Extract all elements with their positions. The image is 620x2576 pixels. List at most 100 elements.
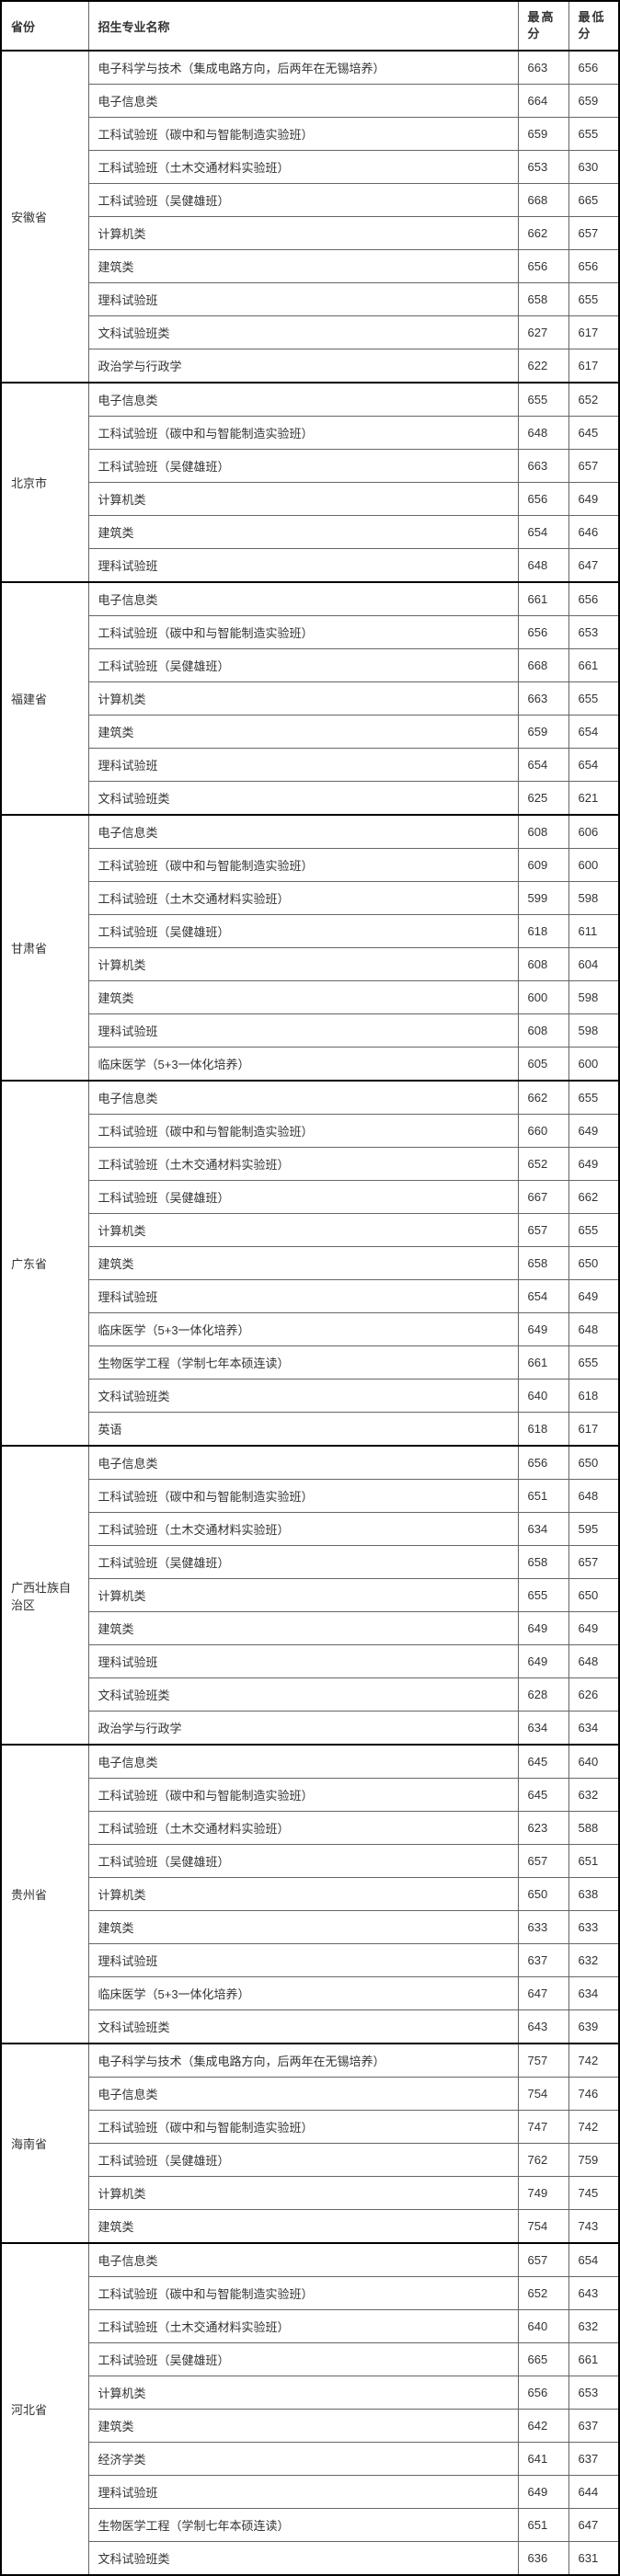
major-cell: 建筑类	[88, 1612, 518, 1645]
table-row: 建筑类642637	[1, 2410, 619, 2443]
major-cell: 计算机类	[88, 2376, 518, 2410]
min-score-cell: 654	[568, 716, 619, 749]
table-row: 工科试验班（土木交通材料实验班）623588	[1, 1812, 619, 1845]
table-row: 建筑类656656	[1, 250, 619, 283]
max-score-cell: 627	[518, 316, 568, 349]
province-group: 贵州省电子信息类645640工科试验班（碳中和与智能制造实验班）645632工科…	[1, 1745, 619, 2044]
max-score-cell: 654	[518, 749, 568, 782]
table-row: 河北省电子信息类657654	[1, 2243, 619, 2277]
table-row: 工科试验班（土木交通材料实验班）599598	[1, 882, 619, 915]
max-score-cell: 649	[518, 1645, 568, 1678]
min-score-cell: 606	[568, 815, 619, 849]
major-cell: 工科试验班（吴健雄班）	[88, 649, 518, 682]
max-score-cell: 655	[518, 383, 568, 417]
header-province: 省份	[1, 1, 88, 51]
max-score-cell: 659	[518, 716, 568, 749]
max-score-cell: 640	[518, 2310, 568, 2343]
major-cell: 工科试验班（吴健雄班）	[88, 2144, 518, 2177]
major-cell: 理科试验班	[88, 2476, 518, 2509]
province-cell: 河北省	[1, 2243, 88, 2575]
province-group: 广东省电子信息类662655工科试验班（碳中和与智能制造实验班）660649工科…	[1, 1081, 619, 1446]
table-row: 文科试验班类625621	[1, 782, 619, 816]
table-row: 海南省电子科学与技术（集成电路方向，后两年在无锡培养）757742	[1, 2044, 619, 2078]
min-score-cell: 644	[568, 2476, 619, 2509]
header-major: 招生专业名称	[88, 1, 518, 51]
major-cell: 文科试验班类	[88, 2010, 518, 2044]
min-score-cell: 618	[568, 1380, 619, 1413]
min-score-cell: 634	[568, 1977, 619, 2010]
major-cell: 工科试验班（碳中和与智能制造实验班）	[88, 616, 518, 649]
max-score-cell: 656	[518, 250, 568, 283]
min-score-cell: 647	[568, 2509, 619, 2542]
major-cell: 临床医学（5+3一体化培养）	[88, 1048, 518, 1082]
min-score-cell: 648	[568, 1313, 619, 1346]
table-row: 计算机类749745	[1, 2177, 619, 2210]
min-score-cell: 639	[568, 2010, 619, 2044]
table-row: 福建省电子信息类661656	[1, 582, 619, 616]
max-score-cell: 609	[518, 849, 568, 882]
min-score-cell: 654	[568, 2243, 619, 2277]
min-score-cell: 637	[568, 2443, 619, 2476]
table-row: 建筑类754743	[1, 2210, 619, 2244]
min-score-cell: 617	[568, 1413, 619, 1447]
table-row: 工科试验班（碳中和与智能制造实验班）659655	[1, 118, 619, 151]
max-score-cell: 664	[518, 85, 568, 118]
major-cell: 工科试验班（吴健雄班）	[88, 450, 518, 483]
major-cell: 工科试验班（碳中和与智能制造实验班）	[88, 2277, 518, 2310]
max-score-cell: 660	[518, 1115, 568, 1148]
max-score-cell: 634	[518, 1712, 568, 1746]
table-row: 建筑类600598	[1, 981, 619, 1014]
major-cell: 建筑类	[88, 516, 518, 549]
table-row: 建筑类658650	[1, 1247, 619, 1280]
table-row: 临床医学（5+3一体化培养）605600	[1, 1048, 619, 1082]
major-cell: 计算机类	[88, 682, 518, 716]
major-cell: 工科试验班（吴健雄班）	[88, 1845, 518, 1878]
max-score-cell: 656	[518, 1446, 568, 1480]
table-row: 广西壮族自治区电子信息类656650	[1, 1446, 619, 1480]
max-score-cell: 754	[518, 2078, 568, 2111]
table-row: 工科试验班（土木交通材料实验班）652649	[1, 1148, 619, 1181]
min-score-cell: 656	[568, 250, 619, 283]
max-score-cell: 605	[518, 1048, 568, 1082]
min-score-cell: 645	[568, 417, 619, 450]
max-score-cell: 622	[518, 349, 568, 384]
major-cell: 工科试验班（碳中和与智能制造实验班）	[88, 2111, 518, 2144]
min-score-cell: 661	[568, 2343, 619, 2376]
min-score-cell: 631	[568, 2542, 619, 2576]
major-cell: 电子信息类	[88, 1446, 518, 1480]
table-row: 工科试验班（吴健雄班）663657	[1, 450, 619, 483]
table-row: 经济学类641637	[1, 2443, 619, 2476]
max-score-cell: 649	[518, 1612, 568, 1645]
min-score-cell: 655	[568, 118, 619, 151]
major-cell: 理科试验班	[88, 749, 518, 782]
major-cell: 工科试验班（土木交通材料实验班）	[88, 2310, 518, 2343]
major-cell: 工科试验班（土木交通材料实验班）	[88, 1148, 518, 1181]
min-score-cell: 655	[568, 283, 619, 316]
major-cell: 工科试验班（碳中和与智能制造实验班）	[88, 849, 518, 882]
major-cell: 计算机类	[88, 1878, 518, 1911]
major-cell: 经济学类	[88, 2443, 518, 2476]
min-score-cell: 647	[568, 549, 619, 583]
table-row: 理科试验班637632	[1, 1944, 619, 1977]
table-row: 计算机类608604	[1, 948, 619, 981]
table-row: 理科试验班649648	[1, 1645, 619, 1678]
max-score-cell: 656	[518, 2376, 568, 2410]
min-score-cell: 655	[568, 1214, 619, 1247]
max-score-cell: 648	[518, 417, 568, 450]
table-row: 英语618617	[1, 1413, 619, 1447]
max-score-cell: 652	[518, 1148, 568, 1181]
min-score-cell: 595	[568, 1513, 619, 1546]
max-score-cell: 667	[518, 1181, 568, 1214]
min-score-cell: 650	[568, 1579, 619, 1612]
table-row: 理科试验班658655	[1, 283, 619, 316]
max-score-cell: 637	[518, 1944, 568, 1977]
min-score-cell: 632	[568, 1779, 619, 1812]
max-score-cell: 762	[518, 2144, 568, 2177]
min-score-cell: 598	[568, 882, 619, 915]
major-cell: 工科试验班（吴健雄班）	[88, 915, 518, 948]
major-cell: 电子信息类	[88, 383, 518, 417]
max-score-cell: 662	[518, 1081, 568, 1115]
table-row: 建筑类633633	[1, 1911, 619, 1944]
min-score-cell: 655	[568, 682, 619, 716]
max-score-cell: 649	[518, 2476, 568, 2509]
